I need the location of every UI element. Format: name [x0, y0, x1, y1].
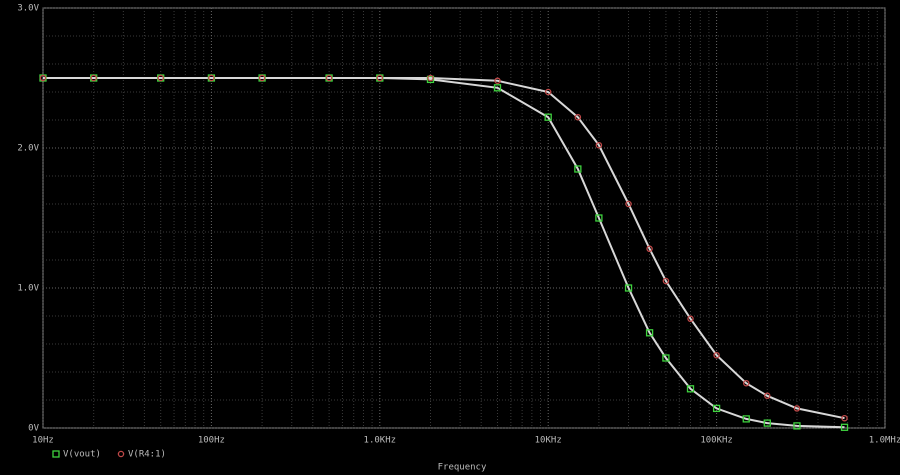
marker: [840, 423, 849, 431]
x-tick-label: 1.0KHz: [364, 436, 397, 446]
y-tick-label: 0V: [28, 424, 39, 434]
marker: [687, 315, 694, 323]
legend-label: V(R4:1): [128, 450, 166, 460]
marker: [157, 74, 164, 82]
x-axis-label: Frequency: [438, 463, 487, 473]
marker: [544, 88, 552, 96]
y-tick-label: 2.0V: [17, 144, 39, 154]
marker: [208, 74, 215, 82]
marker: [793, 405, 801, 412]
plot-frame: [42, 7, 886, 429]
legend-label: V(vout): [63, 450, 101, 460]
marker: [686, 385, 695, 393]
marker: [764, 392, 771, 400]
y-tick-label: 3.0V: [17, 4, 39, 14]
marker: [325, 74, 333, 82]
marker: [662, 354, 670, 362]
marker: [743, 379, 750, 387]
marker: [646, 245, 653, 253]
marker: [625, 200, 632, 208]
marker: [574, 113, 582, 121]
marker: [624, 284, 633, 292]
marker: [841, 414, 848, 422]
marker: [90, 74, 97, 82]
y-tick-label: 1.0V: [17, 284, 39, 294]
marker: [763, 419, 771, 427]
marker: [742, 415, 750, 423]
marker: [793, 422, 801, 430]
marker: [426, 75, 435, 84]
series-line: [43, 77, 845, 429]
legend-marker: [52, 450, 60, 458]
marker: [595, 141, 603, 149]
marker: [713, 351, 720, 359]
marker: [427, 74, 434, 82]
x-tick-label: 10KHz: [535, 436, 562, 446]
marker: [544, 113, 552, 121]
marker: [494, 77, 501, 85]
x-tick-label: 100Hz: [198, 436, 225, 446]
x-tick-label: 10Hz: [32, 436, 54, 446]
marker: [574, 165, 582, 173]
x-tick-label: 100KHz: [700, 436, 733, 446]
marker: [645, 329, 654, 337]
series-line: [43, 77, 845, 420]
legend-marker: [117, 450, 125, 458]
marker: [595, 214, 603, 222]
marker: [712, 404, 721, 413]
marker: [258, 74, 266, 82]
marker: [493, 84, 502, 92]
marker: [39, 74, 47, 82]
marker: [662, 277, 670, 285]
x-tick-label: 1.0MHz: [869, 436, 900, 446]
marker: [376, 74, 384, 82]
